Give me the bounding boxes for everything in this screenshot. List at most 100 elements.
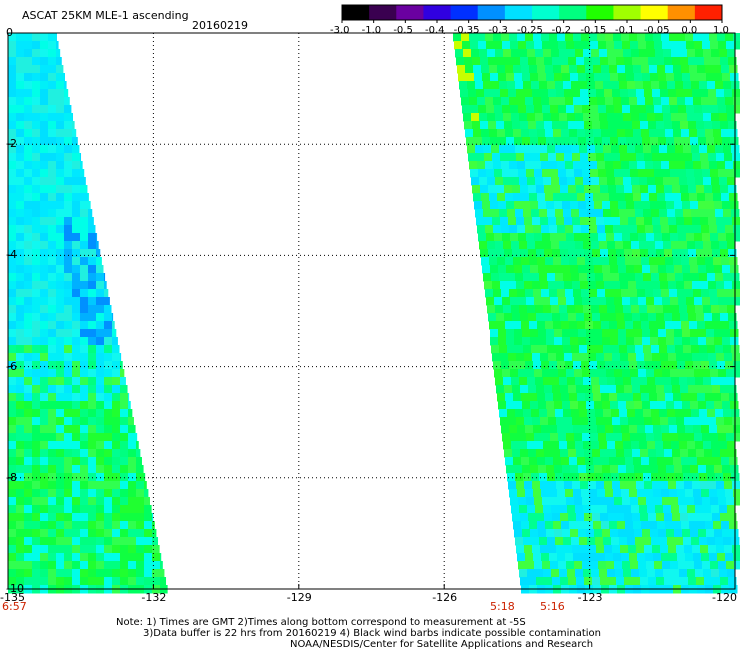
swath-cell	[524, 89, 533, 98]
swath-cell	[32, 105, 41, 114]
swath-cell	[652, 417, 661, 426]
swath-cell	[64, 281, 73, 290]
swath-cell	[725, 97, 734, 106]
swath-cell	[80, 241, 89, 250]
swath-cell	[8, 201, 17, 210]
swath-cell	[64, 473, 73, 482]
swath-cell	[88, 297, 97, 306]
swath-cell	[8, 529, 17, 538]
swath-cell	[631, 305, 640, 314]
swath-cell	[504, 385, 513, 394]
swath-cell	[56, 313, 65, 322]
swath-cell	[104, 417, 113, 426]
swath-cell	[586, 529, 595, 538]
swath-cell	[669, 553, 678, 562]
swath-cell	[580, 281, 589, 290]
swath-cell	[40, 481, 49, 490]
swath-cell	[602, 137, 611, 146]
swath-cell	[691, 345, 700, 354]
swath-cell	[56, 249, 65, 258]
swath-cell	[691, 537, 700, 546]
swath-cell	[48, 209, 57, 218]
swath-cell	[502, 433, 511, 442]
swath-cell	[571, 145, 580, 154]
swath-cell	[679, 505, 688, 514]
swath-cell	[32, 361, 41, 370]
swath-cell	[599, 377, 608, 386]
swath-cell	[128, 545, 137, 554]
swath-cell	[718, 433, 727, 442]
swath-cell	[727, 505, 736, 514]
swath-cell	[701, 225, 710, 234]
swath-cell	[492, 89, 501, 98]
swath-cell	[617, 129, 626, 138]
swath-cell	[513, 521, 522, 530]
swath-cell	[705, 321, 714, 330]
swath-cell	[572, 89, 581, 98]
swath-cell	[664, 185, 673, 194]
colorbar-tick-label: -0.1	[615, 25, 635, 36]
swath-cell	[483, 145, 492, 154]
swath-cell	[623, 377, 632, 386]
swath-cell	[673, 129, 682, 138]
swath-cell	[48, 81, 57, 90]
swath-cell	[64, 249, 73, 258]
swath-cell	[471, 113, 480, 122]
swath-cell	[128, 449, 137, 458]
swath-cell	[710, 497, 719, 506]
swath-cell	[24, 385, 33, 394]
swath-cell	[654, 297, 663, 306]
swath-cell	[688, 577, 697, 586]
swath-cell	[639, 241, 648, 250]
swath-cell	[671, 441, 680, 450]
swath-cell	[579, 81, 588, 90]
swath-cell	[708, 281, 717, 290]
swath-layer	[8, 33, 740, 594]
swath-cell	[515, 345, 524, 354]
swath-cell	[708, 481, 717, 490]
swath-cell	[721, 193, 730, 202]
colorbar-tick-label: 0.0	[681, 25, 698, 36]
swath-cell	[64, 497, 73, 506]
swath-cell	[88, 401, 97, 410]
swath-cell	[540, 545, 549, 554]
swath-cell	[572, 281, 581, 290]
swath-cell	[526, 561, 535, 570]
swath-cell	[710, 233, 719, 242]
swath-cell	[722, 265, 731, 274]
swath-cell	[701, 361, 710, 370]
swath-cell	[56, 513, 65, 522]
swath-cell	[563, 409, 572, 418]
swath-cell	[550, 497, 559, 506]
swath-cell	[689, 521, 698, 530]
swath-cell	[627, 537, 636, 546]
swath-cell	[650, 401, 659, 410]
swath-cell	[508, 153, 517, 162]
swath-cell	[671, 113, 680, 122]
swath-cell	[705, 521, 714, 530]
swath-cell	[683, 473, 692, 482]
swath-cell	[715, 345, 724, 354]
swath-cell	[543, 441, 552, 450]
swath-cell	[538, 337, 547, 346]
swath-cell	[593, 521, 602, 530]
swath-cell	[568, 449, 577, 458]
swath-cell	[160, 553, 162, 562]
swath-cell	[633, 257, 642, 266]
colorbar-segment	[640, 5, 669, 20]
swath-cell	[614, 433, 623, 442]
swath-cell	[552, 385, 561, 394]
swath-cell	[533, 97, 542, 106]
swath-cell	[674, 337, 683, 346]
swath-cell	[56, 385, 65, 394]
swath-cell	[734, 41, 740, 50]
swath-cell	[504, 121, 513, 130]
swath-cell	[684, 153, 693, 162]
swath-cell	[24, 249, 33, 258]
swath-cell	[732, 481, 740, 490]
swath-cell	[558, 105, 567, 114]
swath-cell	[560, 449, 569, 458]
swath-cell	[650, 529, 659, 538]
swath-cell	[136, 521, 145, 530]
swath-cell	[702, 41, 711, 50]
